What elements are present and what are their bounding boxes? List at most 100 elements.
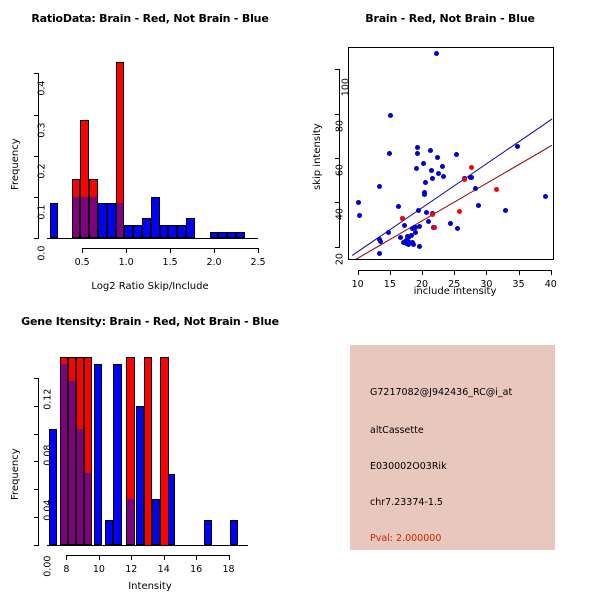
ratio-hist-title: RatioData: Brain - Red, Not Brain - Blue: [31, 12, 269, 25]
scatter-point-not-brain: [473, 185, 479, 191]
x-axis-tick: [163, 555, 165, 560]
histogram-bar-overlap: [89, 196, 98, 238]
scatter-point-not-brain: [424, 209, 430, 215]
x-axis-tick-label: 0.5: [74, 257, 90, 268]
histogram-bar-not-brain: [94, 363, 103, 545]
scatter-point-not-brain: [428, 147, 434, 153]
scatter-point-brain: [468, 165, 474, 171]
scatter-point-not-brain: [425, 218, 431, 224]
y-axis-minor-tick: [34, 461, 39, 463]
histogram-bar-not-brain: [136, 405, 145, 545]
histogram-bar-brain: [89, 179, 98, 197]
scatter-point-not-brain: [428, 168, 434, 174]
histogram-bar-not-brain: [159, 225, 169, 238]
info-panel-background: G7217082@J942436_RC@i_at altCassette E03…: [350, 345, 555, 550]
histogram-baseline: [47, 238, 258, 239]
scatter-y-axis-tick: [335, 113, 340, 115]
scatter-y-axis-tick: [335, 69, 340, 71]
scatter-point-not-brain: [434, 51, 440, 57]
y-axis-minor-tick: [34, 405, 39, 407]
scatter-point-not-brain: [448, 220, 454, 226]
scatter-point-brain: [399, 215, 405, 221]
histogram-bar-brain: [160, 357, 169, 545]
regression-line: [352, 118, 553, 256]
x-axis-tick-label: 2.0: [206, 257, 222, 268]
histogram-bar-overlap: [68, 380, 77, 545]
scatter-x-axis-tick-label: 10: [351, 279, 364, 290]
scatter-point-not-brain: [412, 230, 418, 236]
y-axis-tick: [34, 377, 39, 379]
histogram-bar-not-brain: [218, 231, 228, 238]
x-axis-tick-label: 12: [125, 564, 138, 575]
scatter-y-axis-tick-label: 80: [334, 119, 346, 132]
scatter-y-axis-tick-label: 40: [334, 208, 346, 221]
scatter-y-axis-tick: [335, 157, 340, 159]
histogram-bar-not-brain: [152, 499, 161, 545]
scatter-y-axis-tick-label: 20: [334, 252, 346, 265]
scatter-point-not-brain: [455, 226, 461, 232]
x-axis-tick-label: 1.0: [118, 257, 134, 268]
y-axis-tick-label: 0.12: [42, 388, 54, 410]
panel-ratio-histogram: RatioData: Brain - Red, Not Brain - Blue…: [0, 0, 300, 300]
scatter-point-brain: [493, 187, 499, 193]
scatter-y-axis-tick-label: 60: [334, 163, 346, 177]
y-axis-tick: [34, 73, 39, 75]
scatter-point-not-brain: [441, 174, 447, 180]
y-axis-tick: [34, 545, 39, 546]
y-axis-tick-label: 0.1: [36, 204, 48, 220]
gene-hist-xlabel: Intensity: [128, 581, 172, 592]
info-pval: Pval: 2.000000: [370, 533, 442, 544]
scatter-point-not-brain: [376, 184, 382, 190]
scatter-x-axis-tick: [550, 270, 552, 275]
x-axis-tick-label: 1.5: [162, 257, 178, 268]
info-gene-symbol: E030002O03Rik: [370, 461, 447, 472]
scatter-point-not-brain: [378, 238, 384, 244]
histogram-bar-not-brain: [150, 196, 160, 238]
ratio-hist-xlabel: Log2 Ratio Skip/Include: [91, 281, 209, 292]
scatter-x-axis-tick-label: 40: [544, 279, 557, 290]
info-event-type: altCassette: [370, 425, 424, 436]
histogram-bar-overlap: [84, 472, 93, 545]
y-axis-tick: [34, 196, 39, 198]
histogram-bar-not-brain: [209, 231, 219, 238]
scatter-title: Brain - Red, Not Brain - Blue: [365, 12, 535, 25]
scatter-point-not-brain: [356, 212, 362, 218]
scatter-point-not-brain: [414, 166, 420, 172]
gene-hist-title: Gene Itensity: Brain - Red, Not Brain - …: [21, 315, 279, 328]
scatter-point-not-brain: [435, 171, 441, 177]
histogram-bar-not-brain: [227, 231, 236, 238]
scatter-point-brain: [432, 225, 438, 231]
y-axis-tick-label: 0.3: [36, 122, 48, 138]
panel-scatter: Brain - Red, Not Brain - Blue skip inten…: [300, 0, 600, 300]
scatter-point-not-brain: [542, 193, 548, 199]
histogram-bar-overlap: [59, 363, 69, 545]
scatter-x-axis-tick-label: 35: [512, 279, 525, 290]
scatter-point-not-brain: [421, 160, 427, 166]
x-axis-tick: [126, 248, 128, 253]
histogram-bar-brain: [84, 357, 93, 473]
x-axis-tick-label: 16: [190, 564, 203, 575]
histogram-bar-not-brain: [106, 203, 116, 238]
histogram-bar-not-brain: [230, 519, 239, 545]
x-axis-tick-label: 10: [92, 564, 105, 575]
x-axis-tick: [258, 248, 259, 253]
histogram-bar-brain: [80, 120, 90, 197]
scatter-y-axis-tick: [335, 202, 340, 204]
x-axis-tick: [131, 555, 133, 560]
histogram-bar-brain: [76, 357, 85, 430]
scatter-point-not-brain: [410, 242, 416, 248]
histogram-bar-not-brain: [48, 429, 57, 545]
scatter-xlabel: include intensity: [413, 286, 497, 297]
scatter-plot-area: 20 40 60 80 100 10 15 20 25 30 35 40: [300, 0, 600, 300]
histogram-bar-brain: [68, 357, 77, 381]
scatter-point-not-brain: [416, 224, 422, 230]
scatter-point-brain: [461, 176, 467, 182]
scatter-point-not-brain: [416, 207, 422, 213]
panel-gene-histogram: Gene Itensity: Brain - Red, Not Brain - …: [0, 300, 300, 600]
x-axis-tick: [228, 555, 230, 560]
y-axis-tick-label: 0.0: [36, 245, 48, 261]
x-axis-tick: [214, 248, 216, 253]
y-axis-tick: [34, 489, 39, 491]
x-axis-tick: [170, 248, 172, 253]
histogram-bar-overlap: [71, 196, 81, 238]
